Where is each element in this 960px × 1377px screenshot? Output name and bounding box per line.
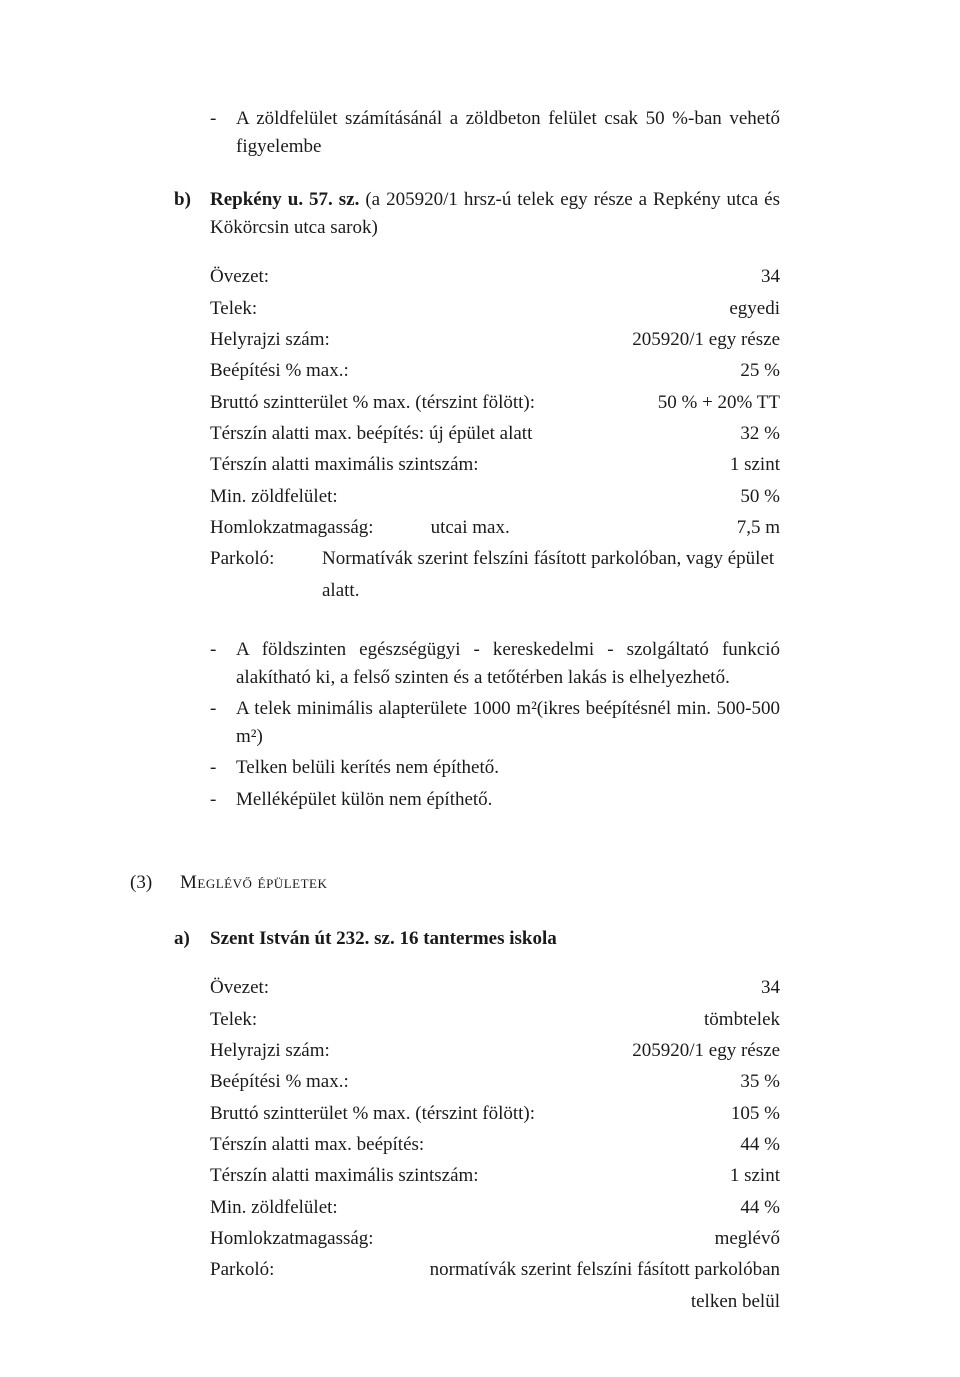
kv-val: 205920/1 egy része <box>632 1035 780 1066</box>
bullet-dash: - <box>210 754 236 782</box>
section-number: (3) <box>130 869 180 897</box>
kv-row: Homlokzatmagasság: meglévő <box>210 1223 780 1254</box>
section-3-title: Meglévő épületek <box>180 869 327 897</box>
section-b-title-bold: Repkény u. 57. sz. <box>210 189 359 210</box>
bullet-text: A telek minimális alapterülete 1000 m²(i… <box>236 695 780 750</box>
kv-row: Bruttó szintterület % max. (térszint föl… <box>210 387 780 418</box>
kv-row: Övezet: 34 <box>210 972 780 1003</box>
kv-row: Térszín alatti max. beépítés: 44 % <box>210 1129 780 1160</box>
kv-val: 34 <box>761 261 780 292</box>
kv-key: Bruttó szintterület % max. (térszint föl… <box>210 387 535 418</box>
kv-row: Bruttó szintterület % max. (térszint föl… <box>210 1098 780 1129</box>
kv-key: Térszín alatti max. beépítés: <box>210 1129 424 1160</box>
kv-list-b: Övezet: 34 Telek: egyedi Helyrajzi szám:… <box>210 261 780 606</box>
kv-key: Beépítési % max.: <box>210 1066 349 1097</box>
kv-key: Telek: <box>210 293 257 324</box>
bullet-dash: - <box>210 786 236 814</box>
kv-row-parking: Parkoló: Normatívák szerint felszíni fás… <box>210 543 780 606</box>
kv-val: 105 % <box>731 1098 780 1129</box>
kv-row: Min. zöldfelület: 44 % <box>210 1192 780 1223</box>
list-marker: a) <box>174 925 210 953</box>
section-3-heading: (3) Meglévő épületek <box>130 869 780 897</box>
kv-val: 50 % <box>740 481 780 512</box>
bullet-item: - Telken belüli kerítés nem építhető. <box>210 754 780 782</box>
kv-row: Beépítési % max.: 35 % <box>210 1066 780 1097</box>
kv-list-3a: Övezet: 34 Telek: tömbtelek Helyrajzi sz… <box>210 972 780 1317</box>
kv-val: Normatívák szerint felszíni fásított par… <box>322 543 780 606</box>
section-3a-title: Szent István út 232. sz. 16 tantermes is… <box>210 925 557 953</box>
kv-val: 1 szint <box>730 449 780 480</box>
kv-val: egyedi <box>729 293 780 324</box>
bullet-text: A földszinten egészségügyi - kereskedelm… <box>236 636 780 691</box>
kv-val: 35 % <box>740 1066 780 1097</box>
section-b: b) Repkény u. 57. sz. (a 205920/1 hrsz-ú… <box>174 186 780 606</box>
document-page: - A zöldfelület számításánál a zöldbeton… <box>0 0 960 1377</box>
kv-key: Helyrajzi szám: <box>210 324 330 355</box>
kv-key: Övezet: <box>210 261 269 292</box>
bullet-dash: - <box>210 105 236 160</box>
kv-row: Helyrajzi szám: 205920/1 egy része <box>210 1035 780 1066</box>
kv-key: Térszín alatti max. beépítés: új épület … <box>210 418 532 449</box>
bullet-text: A zöldfelület számításánál a zöldbeton f… <box>236 105 780 160</box>
kv-row: Homlokzatmagasság: utcai max. 7,5 m <box>210 512 780 543</box>
kv-key: Térszín alatti maximális szintszám: <box>210 449 479 480</box>
bullet-dash: - <box>210 636 236 691</box>
bullet-item: - A telek minimális alapterülete 1000 m²… <box>210 695 780 750</box>
kv-val: normatívák szerint felszíni fásított par… <box>380 1254 780 1317</box>
kv-key: Bruttó szintterület % max. (térszint föl… <box>210 1098 535 1129</box>
section-b-heading: b) Repkény u. 57. sz. (a 205920/1 hrsz-ú… <box>174 186 780 241</box>
kv-key: Beépítési % max.: <box>210 355 349 386</box>
kv-key: Min. zöldfelület: <box>210 481 338 512</box>
kv-val: 34 <box>761 972 780 1003</box>
kv-key: Helyrajzi szám: <box>210 1035 330 1066</box>
kv-key: Min. zöldfelület: <box>210 1192 338 1223</box>
kv-row-parking: Parkoló: normatívák szerint felszíni fás… <box>210 1254 780 1317</box>
kv-row: Beépítési % max.: 25 % <box>210 355 780 386</box>
kv-key: Telek: <box>210 1004 257 1035</box>
list-marker: b) <box>174 186 210 241</box>
bullet-item: - A zöldfelület számításánál a zöldbeton… <box>210 105 780 160</box>
bullet-text: Telken belüli kerítés nem építhető. <box>236 754 780 782</box>
kv-val: 205920/1 egy része <box>632 324 780 355</box>
kv-key: Térszín alatti maximális szintszám: <box>210 1160 479 1191</box>
kv-row: Telek: egyedi <box>210 293 780 324</box>
kv-val: meglévő <box>715 1223 780 1254</box>
section-b-title: Repkény u. 57. sz. (a 205920/1 hrsz-ú te… <box>210 186 780 241</box>
kv-key: Homlokzatmagasság: <box>210 1223 374 1254</box>
kv-val: tömbtelek <box>704 1004 780 1035</box>
kv-row: Térszín alatti maximális szintszám: 1 sz… <box>210 1160 780 1191</box>
kv-row: Telek: tömbtelek <box>210 1004 780 1035</box>
mid-notes: - A földszinten egészségügyi - kereskede… <box>210 636 780 813</box>
kv-key: Homlokzatmagasság: utcai max. <box>210 512 510 543</box>
kv-val: 50 % + 20% TT <box>658 387 780 418</box>
kv-key: Parkoló: <box>210 1254 380 1317</box>
kv-row: Min. zöldfelület: 50 % <box>210 481 780 512</box>
section-3a-heading: a) Szent István út 232. sz. 16 tantermes… <box>174 925 780 953</box>
kv-val: 1 szint <box>730 1160 780 1191</box>
kv-val: 7,5 m <box>737 512 780 543</box>
kv-key: Övezet: <box>210 972 269 1003</box>
bullet-item: - A földszinten egészségügyi - kereskede… <box>210 636 780 691</box>
kv-val: 32 % <box>740 418 780 449</box>
kv-val: 25 % <box>740 355 780 386</box>
bullet-item: - Melléképület külön nem építhető. <box>210 786 780 814</box>
top-note-block: - A zöldfelület számításánál a zöldbeton… <box>210 105 780 160</box>
kv-val: 44 % <box>740 1129 780 1160</box>
kv-key: Parkoló: <box>210 543 322 606</box>
bullet-dash: - <box>210 695 236 750</box>
kv-row: Térszín alatti maximális szintszám: 1 sz… <box>210 449 780 480</box>
kv-row: Térszín alatti max. beépítés: új épület … <box>210 418 780 449</box>
kv-row: Helyrajzi szám: 205920/1 egy része <box>210 324 780 355</box>
bullet-text: Melléképület külön nem építhető. <box>236 786 780 814</box>
kv-val: 44 % <box>740 1192 780 1223</box>
kv-row: Övezet: 34 <box>210 261 780 292</box>
